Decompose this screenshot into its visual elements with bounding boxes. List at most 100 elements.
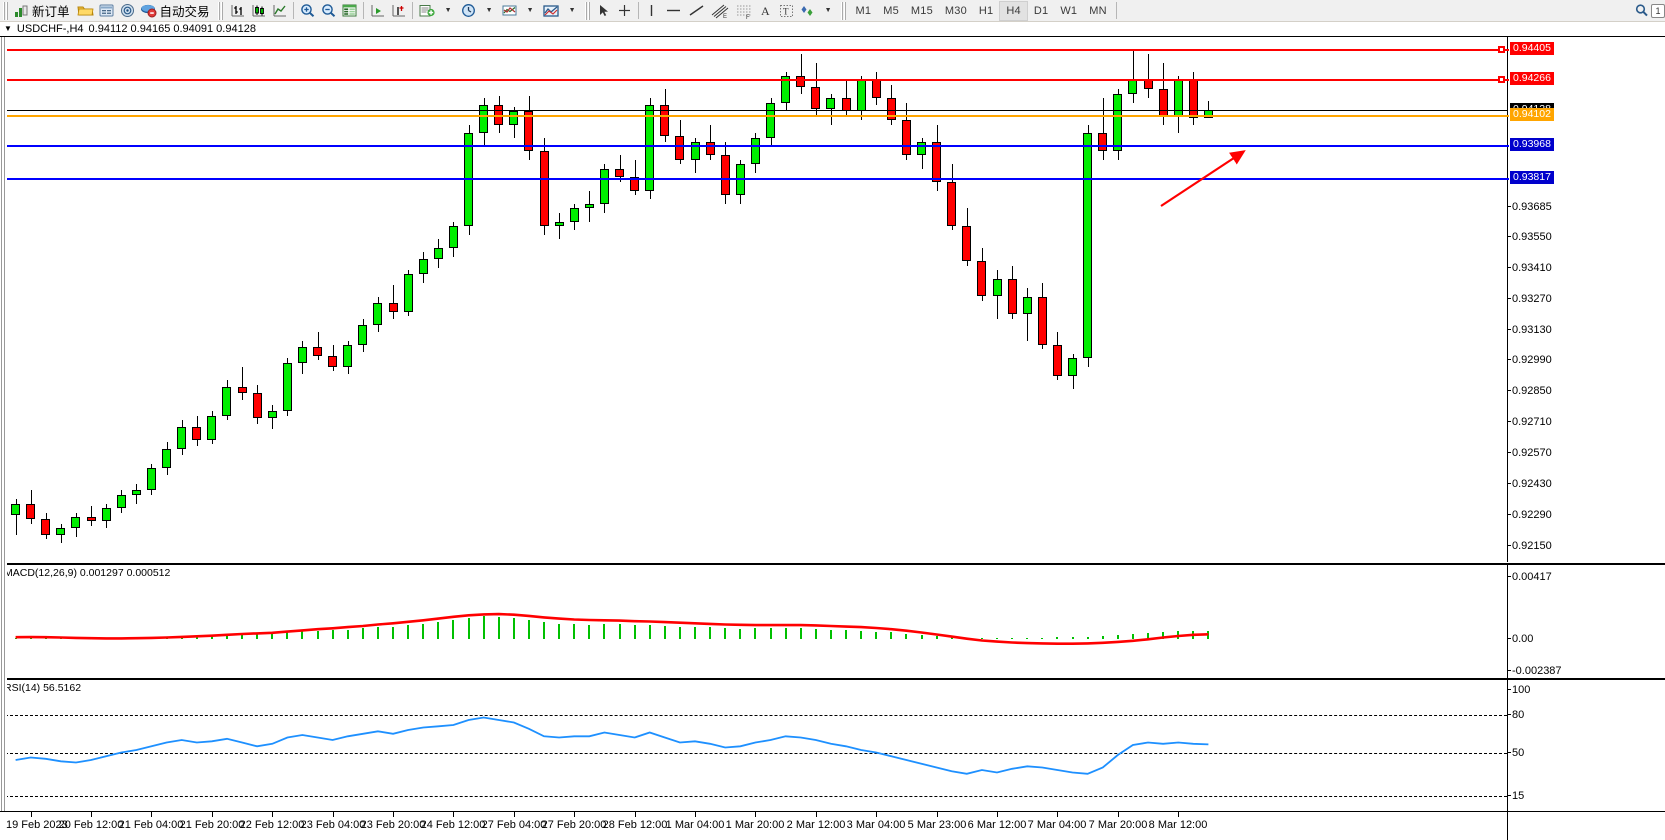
auto-scroll-icon [390, 3, 407, 18]
indicators-button[interactable] [499, 1, 520, 21]
candle-body [977, 261, 986, 297]
level-line-resistance-1[interactable] [0, 79, 1509, 82]
new-order-button[interactable]: 新订单 [12, 1, 75, 21]
zoom-out-button[interactable] [318, 1, 339, 21]
bullish-arrow-annotation[interactable] [1155, 142, 1265, 212]
search-button[interactable] [1631, 1, 1651, 21]
collapse-caret-icon[interactable]: ▼ [4, 24, 12, 33]
cursor-button[interactable] [594, 1, 614, 21]
macd-histogram-bar [226, 634, 228, 639]
folder-button[interactable] [75, 1, 96, 21]
toolbar-grip-2[interactable] [217, 1, 224, 20]
indicators-dropdown[interactable]: ▼ [520, 1, 540, 21]
bar-chart-button[interactable] [227, 1, 248, 21]
timeframe-m1[interactable]: M1 [855, 4, 872, 17]
chart-shift-button[interactable] [367, 1, 388, 21]
level-line-current-price[interactable] [0, 109, 1507, 111]
chart-properties-button[interactable] [540, 1, 562, 21]
time-axis-tick [755, 812, 756, 817]
candle-body [222, 386, 231, 416]
crosshair-button[interactable] [614, 1, 635, 21]
candle-body [555, 221, 564, 226]
macd-histogram-bar [452, 620, 454, 639]
vertical-line-icon [645, 3, 658, 18]
templates-dropdown[interactable]: ▼ [438, 1, 458, 21]
candle-body [902, 120, 911, 156]
timeframe-m5[interactable]: M5 [883, 4, 899, 17]
zoom-in-button[interactable] [297, 1, 318, 21]
time-axis[interactable]: 19 Feb 2023 20 Feb 12:00 21 Feb 04:00 21 Fe… [0, 811, 1665, 840]
shapes-dropdown[interactable]: ▼ [818, 1, 838, 21]
level-price-label-pivot: 0.94102 [1510, 108, 1554, 122]
candlestick-chart-button[interactable] [248, 1, 269, 21]
time-axis-tick [272, 812, 273, 817]
period-button[interactable] [458, 1, 479, 21]
macd-histogram-bar [709, 627, 711, 639]
toolbar-grip-4[interactable] [840, 1, 847, 20]
macd-histogram-bar [905, 633, 907, 639]
level-line-support-1[interactable] [0, 144, 1509, 147]
candle-wick [16, 499, 17, 535]
macd-histogram-bar [890, 632, 892, 639]
data-window-icon [341, 3, 358, 18]
level-line-support-2[interactable] [0, 178, 1509, 181]
timeframe-w1[interactable]: W1 [1060, 4, 1078, 17]
period-icon [460, 3, 477, 18]
timeframe-m15[interactable]: M15 [910, 4, 933, 17]
timeframe-m30[interactable]: M30 [944, 4, 967, 17]
line-chart-button[interactable] [269, 1, 290, 21]
toolbar-grip-3[interactable] [584, 1, 591, 20]
price-plot-area[interactable] [0, 37, 1507, 562]
indicators-icon [501, 3, 518, 18]
level-anchor-resistance-1[interactable] [1498, 76, 1505, 84]
horizontal-line-button[interactable] [662, 1, 685, 21]
timeframe-h4[interactable]: H4 [999, 0, 1028, 21]
svg-text:E: E [723, 14, 727, 19]
timeframe-d1[interactable]: D1 [1033, 4, 1049, 17]
window-index-badge[interactable]: 1 [1651, 3, 1665, 18]
period-dropdown[interactable]: ▼ [479, 1, 499, 21]
price-axis[interactable]: 0.93685 0.93550 0.93410 0.93270 0.93130 0.929… [1507, 37, 1665, 562]
macd-histogram-bar [679, 626, 681, 639]
data-window-button[interactable] [339, 1, 360, 21]
equidistant-channel-button[interactable]: E [708, 1, 732, 21]
timeframe-h1[interactable]: H1 [978, 4, 994, 17]
auto-trading-button[interactable]: 自动交易 [138, 1, 215, 21]
price-axis-tick: 0.93270 [1508, 292, 1552, 305]
toolbar-separator-1 [292, 2, 294, 19]
candle-body [947, 181, 956, 226]
chart-properties-dropdown[interactable]: ▼ [562, 1, 582, 21]
time-axis-label: 3 Mar 04:00 [846, 819, 906, 831]
auto-scroll-button[interactable] [388, 1, 409, 21]
price-axis-tick: 0.92990 [1508, 354, 1552, 367]
candle-body [1023, 296, 1032, 315]
left-scroll-strip[interactable] [0, 37, 7, 811]
toolbar-grip[interactable] [3, 1, 9, 20]
macd-plot-area[interactable] [0, 565, 1507, 678]
new-order-label: 新订单 [32, 5, 70, 19]
fibonacci-button[interactable]: F [732, 1, 756, 21]
macd-histogram-bar [483, 616, 485, 639]
macd-histogram-bar [664, 625, 666, 639]
text-label-button[interactable]: T [776, 1, 797, 21]
new-order-icon [14, 3, 29, 18]
candle-body [1083, 133, 1092, 359]
level-line-pivot[interactable] [0, 115, 1509, 118]
templates-button[interactable] [416, 1, 438, 21]
candle-wick [318, 331, 319, 361]
timeframe-mn[interactable]: MN [1089, 4, 1107, 17]
trend-line-button[interactable] [685, 1, 708, 21]
text-button[interactable]: A [756, 1, 776, 21]
vertical-line-button[interactable] [642, 1, 662, 21]
level-anchor-resistance-2[interactable] [1498, 45, 1505, 53]
rsi-plot-area[interactable] [0, 680, 1507, 811]
candle-body [162, 448, 171, 469]
level-line-resistance-2[interactable] [0, 48, 1509, 51]
candle-body [1113, 93, 1122, 151]
market-watch-button[interactable] [96, 1, 117, 21]
candle-body [177, 426, 186, 449]
candle-wick [559, 212, 560, 240]
candle-body [993, 278, 1002, 297]
shapes-button[interactable] [797, 1, 818, 21]
navigator-button[interactable] [117, 1, 138, 21]
